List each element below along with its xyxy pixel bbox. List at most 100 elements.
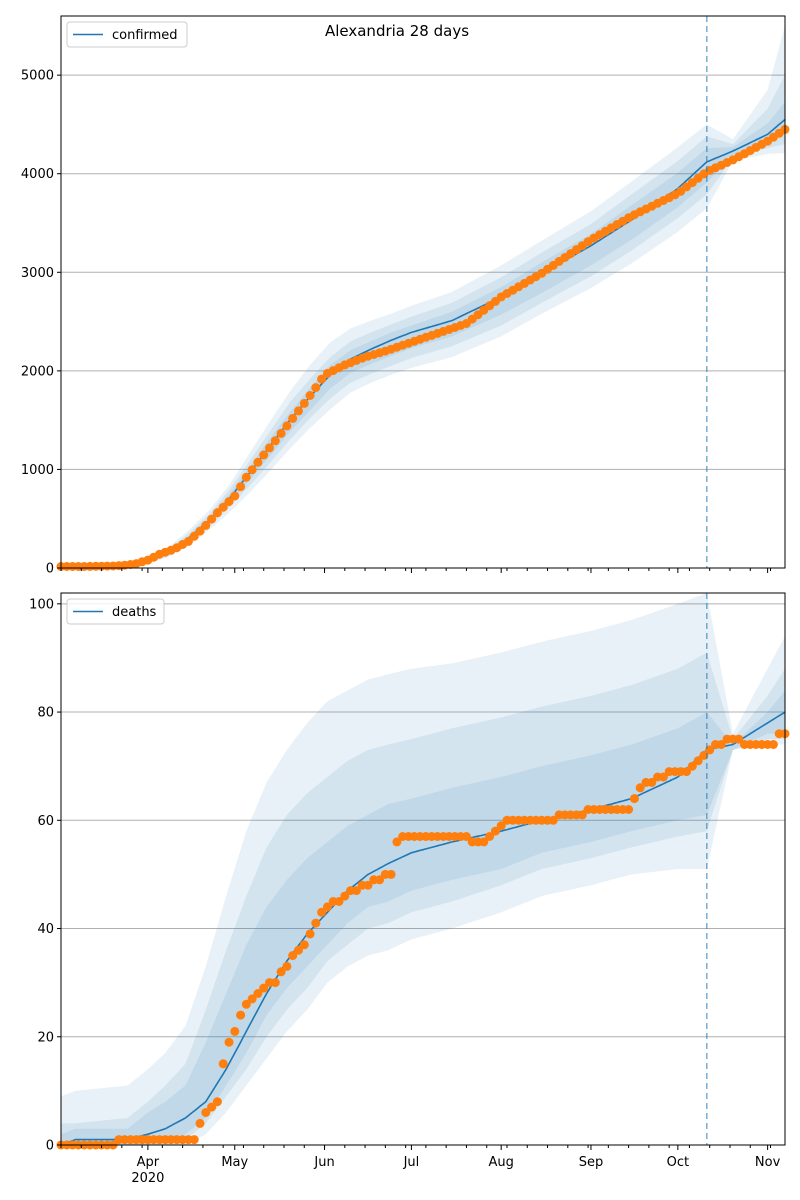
- confirmed-observed-point: [294, 406, 303, 416]
- deaths-observed-point: [624, 805, 634, 814]
- deaths-ytick-label: 20: [37, 1030, 54, 1045]
- deaths-legend-box: [66, 598, 165, 625]
- deaths-ytick-label: 100: [29, 597, 54, 612]
- deaths-observed-point: [392, 837, 402, 847]
- confirmed-observed-point: [195, 526, 205, 536]
- confirmed-band-1: [61, 124, 707, 567]
- confirmed-observed-point: [230, 491, 240, 501]
- confirmed-observed-point: [305, 391, 315, 400]
- deaths-observed-point: [311, 918, 321, 928]
- confirmed-observed-point: [253, 457, 263, 467]
- confirmed-observed-point: [218, 502, 228, 512]
- deaths-legend: deaths: [66, 598, 165, 625]
- deaths-ytick-label: 40: [37, 922, 54, 937]
- deaths-observed-point: [461, 832, 471, 841]
- deaths-observed-point: [716, 740, 726, 749]
- deaths-observed-point: [207, 1102, 217, 1112]
- confirmed-observed-point: [288, 413, 298, 423]
- confirmed-ytick-label: 2000: [21, 364, 54, 379]
- deaths-observed-point: [322, 902, 332, 912]
- confirmed-legend-box: [66, 21, 188, 48]
- deaths-observed-point: [189, 1135, 199, 1145]
- deaths-observed-point: [201, 1108, 211, 1117]
- deaths-observed-point: [577, 810, 587, 820]
- confirmed-legend: confirmed: [66, 21, 188, 48]
- deaths-band-1: [706, 593, 785, 869]
- deaths-observed-point: [548, 815, 558, 825]
- confirmed-ytick-label: 4000: [21, 167, 54, 182]
- deaths-observed-point: [496, 821, 506, 831]
- deaths-xtick-label: Jun: [313, 1155, 334, 1170]
- deaths-observed-point: [375, 875, 385, 885]
- confirmed-observed-point: [241, 472, 251, 482]
- deaths-xtick-label: Sep: [579, 1155, 604, 1170]
- deaths-observed-point: [693, 756, 703, 766]
- deaths-observed-point: [218, 1059, 228, 1069]
- deaths-ytick-label: 80: [37, 706, 54, 721]
- confirmed-legend-label: confirmed: [112, 28, 178, 43]
- deaths-ytick-label: 0: [46, 1139, 54, 1154]
- deaths-observed-point: [340, 891, 350, 901]
- deaths-observed-point: [351, 886, 361, 896]
- deaths-xtick-label: Apr: [137, 1155, 160, 1170]
- deaths-observed-point: [247, 994, 257, 1004]
- confirmed-ytick-label: 3000: [21, 266, 54, 281]
- deaths-panel: 0 20 40 60 80 100 Apr May Jun Jul Aug Sep Oct Nov 2020…: [29, 592, 790, 1186]
- deaths-xtick-year: 2020: [131, 1171, 164, 1186]
- deaths-legend-label: deaths: [112, 605, 157, 620]
- deaths-xtick-label: Aug: [488, 1155, 513, 1170]
- deaths-observed-point: [682, 767, 691, 777]
- deaths-observed-series: [56, 729, 790, 1150]
- deaths-xtick-label: May: [221, 1155, 248, 1170]
- deaths-xtick-label: Jul: [403, 1155, 420, 1170]
- confirmed-observed-point: [212, 508, 222, 518]
- confirmed-observed-point: [276, 428, 286, 438]
- deaths-observed-point: [259, 983, 269, 993]
- deaths-observed-point: [212, 1097, 222, 1107]
- deaths-band-2: [61, 652, 707, 1145]
- deaths-observed-point: [485, 832, 495, 841]
- confirmed-band-3: [61, 148, 707, 567]
- confirmed-observed-point: [270, 436, 280, 446]
- deaths-observed-point: [386, 869, 396, 879]
- confirmed-observed-point: [189, 531, 199, 541]
- deaths-observed-point: [647, 777, 657, 787]
- confirmed-observed-point: [236, 482, 246, 492]
- deaths-xtick-label: Nov: [755, 1155, 781, 1170]
- deaths-observed-point: [224, 1037, 234, 1047]
- deaths-observed-point: [270, 978, 280, 988]
- confirmed-observed-point: [282, 421, 292, 431]
- deaths-ytick-label: 60: [37, 814, 54, 829]
- confirmed-observed-point: [311, 383, 321, 393]
- confirmed-observed-point: [224, 497, 234, 507]
- deaths-observed-point: [317, 907, 327, 917]
- deaths-observed-point: [305, 929, 315, 939]
- deaths-observed-point: [282, 961, 292, 971]
- confirmed-observed-point: [247, 465, 257, 475]
- deaths-observed-point: [768, 740, 778, 749]
- deaths-observed-point: [253, 989, 263, 998]
- deaths-observed-point: [236, 1010, 246, 1020]
- deaths-model-line: [60, 711, 786, 1146]
- confirmed-ytick-label: 5000: [21, 69, 54, 84]
- deaths-observed-point: [687, 761, 697, 771]
- deaths-observed-point: [195, 1118, 205, 1128]
- confirmed-observed-point: [259, 450, 269, 460]
- deaths-observed-point: [299, 940, 309, 950]
- confirmed-observed-point: [299, 398, 309, 408]
- deaths-observed-point: [658, 772, 668, 782]
- confirmed-observed-point: [201, 520, 211, 530]
- deaths-observed-point: [734, 734, 744, 744]
- deaths-observed-point: [230, 1026, 240, 1036]
- deaths-observed-point: [294, 945, 303, 955]
- deaths-axes-frame: [60, 592, 786, 1146]
- deaths-xtick-label: Oct: [667, 1155, 689, 1170]
- deaths-band-1: [61, 593, 707, 1145]
- deaths-observed-point: [490, 826, 500, 836]
- confirmed-observed-point: [183, 536, 193, 546]
- confirmed-panel: 0 1000 2000 3000 4000 5000 confirmed: [21, 15, 790, 577]
- deaths-band-3: [706, 690, 785, 815]
- confirmed-band-3: [706, 101, 785, 183]
- deaths-observed-point: [635, 783, 645, 793]
